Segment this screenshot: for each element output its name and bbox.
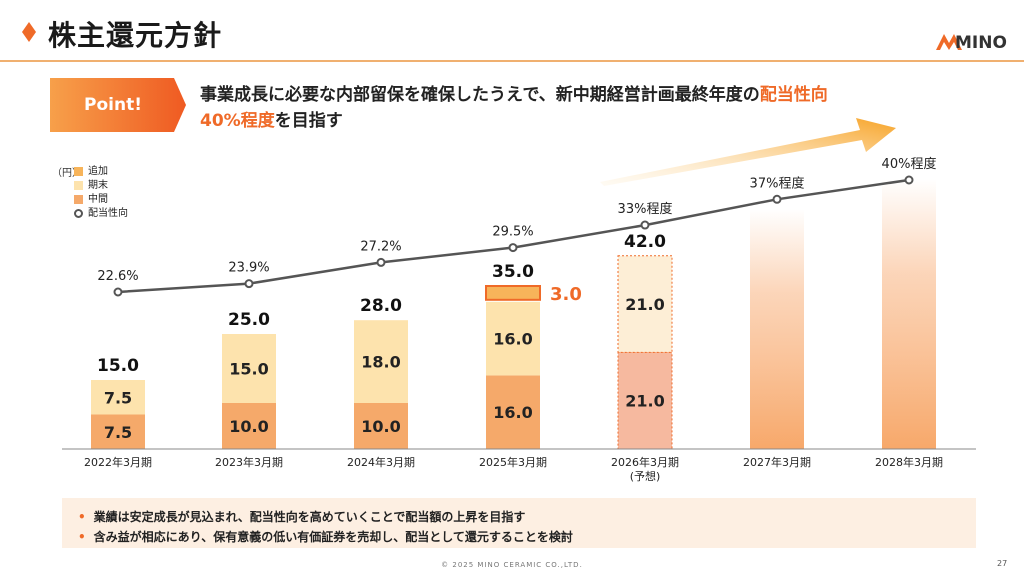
bar-yearend: [617, 255, 673, 353]
bar-label-yearend: 16.0: [493, 330, 532, 349]
copyright: © 2025 MINO CERAMIC CO.,LTD.: [441, 561, 583, 569]
legend-swatch: [74, 195, 83, 204]
logo-text: MINO: [955, 33, 1007, 53]
legend-swatch: [74, 167, 83, 176]
bar-interim: [222, 403, 276, 449]
bar-label-yearend: 7.5: [104, 388, 132, 407]
bar-yearend: [354, 320, 408, 403]
bar-label-yearend: 18.0: [361, 353, 400, 372]
bar-additional: [485, 285, 541, 301]
page-number: 27: [997, 559, 1008, 568]
x-tick-label: 2022年3月期: [84, 455, 152, 469]
note-text: 含み益が相応にあり、保有意義の低い有価証券を売却し、配当として還元することを検討: [93, 530, 573, 544]
title-divider: [0, 60, 1024, 62]
payout-ratio-label: 22.6%: [97, 269, 138, 284]
payout-ratio-label: 27.2%: [360, 239, 401, 254]
bar-label-interim: 21.0: [625, 392, 664, 411]
bar-interim: [91, 414, 145, 449]
point-badge-label: Point!: [84, 95, 142, 115]
legend-label: 追加: [88, 166, 108, 177]
x-tick-label: 2025年3月期: [479, 455, 547, 469]
x-tick-label: 2027年3月期: [743, 455, 811, 469]
bar-yearend: [486, 301, 540, 376]
bar-interim: [486, 375, 540, 449]
headline-text-1: 事業成長に必要な内部留保を確保したうえで、新中期経営計画最終年度の: [200, 85, 760, 105]
trend-arrow: [600, 118, 896, 186]
note-item: • 業績は安定成長が見込まれ、配当性向を高めていくことで配当額の上昇を目指す: [78, 510, 526, 524]
bar-total-label: 42.0: [624, 232, 666, 252]
legend-label: 中間: [88, 194, 108, 205]
legend-item-yearend: 期末: [74, 179, 108, 192]
legend-item-payout: 配当性向: [74, 207, 128, 220]
bar-total-label: 28.0: [360, 296, 402, 316]
payout-ratio-point: [376, 257, 386, 267]
bar-interim: [354, 403, 408, 449]
payout-ratio-label: 23.9%: [228, 261, 269, 276]
bar-future: [750, 209, 804, 449]
x-tick-label: 2026年3月期: [611, 455, 679, 469]
headline-accent-1: 配当性向: [759, 85, 828, 105]
payout-ratio-label: 29.5%: [492, 225, 533, 240]
payout-ratio-label: 37%程度: [750, 175, 805, 191]
payout-ratio-point: [640, 220, 650, 230]
x-tick-label: 2028年3月期: [875, 455, 943, 469]
x-tick-sublabel: (予想): [630, 469, 661, 483]
point-headline: 事業成長に必要な内部留保を確保したうえで、新中期経営計画最終年度の配当性向 40…: [200, 82, 990, 134]
legend-item-interim: 中間: [74, 193, 108, 206]
bar-label-interim: 16.0: [493, 403, 532, 422]
bar-label-yearend: 21.0: [625, 295, 664, 314]
payout-ratio-label: 40%程度: [882, 156, 937, 172]
bar-yearend: [222, 334, 276, 403]
headline-text-2: を目指す: [274, 111, 343, 131]
payout-ratio-point: [508, 243, 518, 253]
bar-yearend: [91, 380, 145, 415]
x-tick-label: 2024年3月期: [347, 455, 415, 469]
bar-future: [882, 179, 936, 449]
legend-label: 期末: [88, 180, 108, 191]
page-title: 株主還元方針: [48, 19, 223, 52]
note-item: • 含み益が相応にあり、保有意義の低い有価証券を売却し、配当として還元することを検…: [78, 530, 573, 544]
legend-label: 配当性向: [88, 208, 128, 219]
payout-ratio-point: [772, 194, 782, 204]
notes-box: • 業績は安定成長が見込まれ、配当性向を高めていくことで配当額の上昇を目指す • 含…: [62, 498, 976, 548]
bar-total-label: 15.0: [97, 356, 139, 376]
bar-label-yearend: 15.0: [229, 360, 268, 379]
bar-label-interim: 10.0: [229, 417, 268, 436]
x-tick-label: 2023年3月期: [215, 455, 283, 469]
payout-ratio-label: 33%程度: [618, 201, 673, 217]
legend-item-additional: 追加: [74, 165, 108, 178]
title-diamond-icon: [22, 22, 36, 42]
payout-ratio-point: [113, 287, 123, 297]
mino-logo: [936, 34, 962, 50]
bar-label-interim: 7.5: [104, 423, 132, 442]
bar-interim: [617, 351, 673, 450]
headline-accent-2: 40%程度: [200, 111, 275, 131]
bar-total-label: 35.0: [492, 262, 534, 282]
bar-label-interim: 10.0: [361, 417, 400, 436]
payout-ratio-point: [904, 175, 914, 185]
legend-marker: [74, 209, 83, 218]
bar-total-label: 25.0: [228, 310, 270, 330]
bar-label-additional: 3.0: [550, 284, 582, 305]
payout-ratio-point: [244, 279, 254, 289]
legend-swatch: [74, 181, 83, 190]
note-text: 業績は安定成長が見込まれ、配当性向を高めていくことで配当額の上昇を目指す: [93, 510, 526, 524]
legend-unit: （円）: [52, 168, 82, 179]
point-badge-shape: [50, 78, 186, 132]
